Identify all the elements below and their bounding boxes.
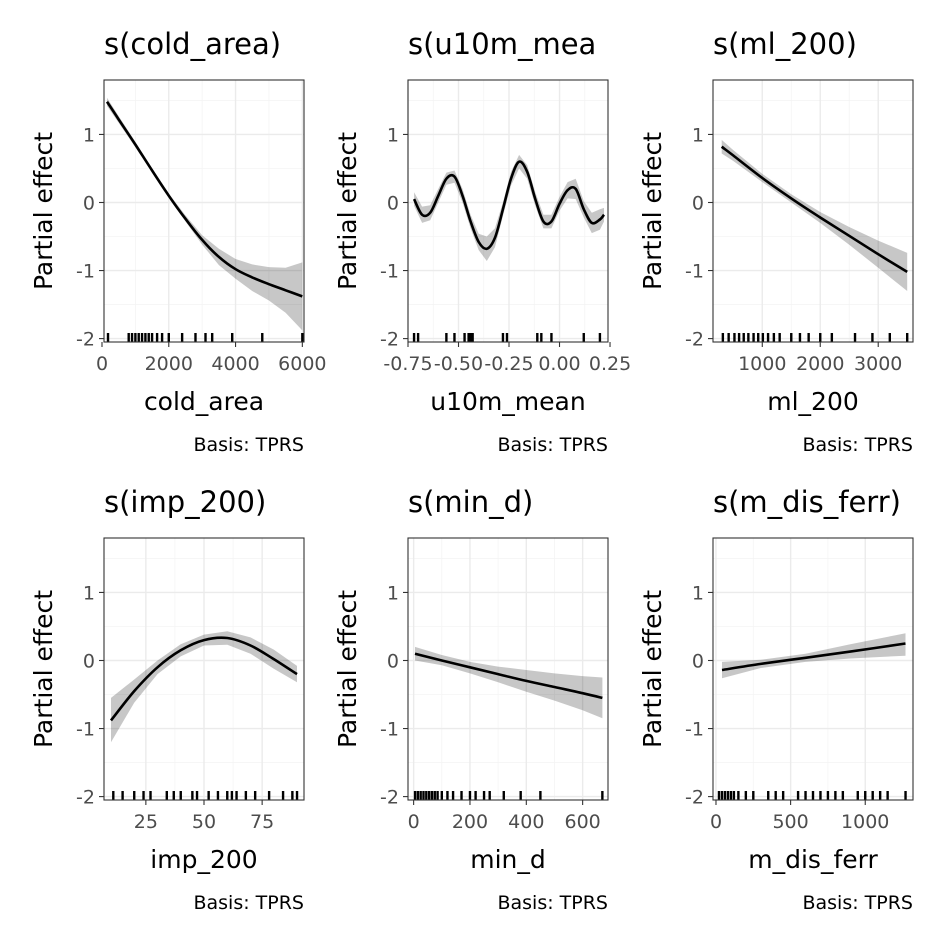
panel-title: s(imp_200) (104, 485, 266, 519)
y-tick-label: -2 (685, 787, 704, 809)
y-tick-label: 0 (692, 650, 704, 672)
y-tick-label: -2 (76, 329, 95, 351)
confidence-band (107, 97, 303, 331)
y-tick-label: 1 (83, 582, 95, 604)
x-tick-label: 1000 (738, 353, 786, 375)
confidence-band (415, 646, 603, 719)
panel-title: s(ml_200) (713, 27, 857, 61)
data-layer (109, 631, 299, 800)
panel-title: s(cold_area) (104, 27, 281, 61)
y-tick-label: -2 (76, 787, 95, 809)
x-tick-label: 200 (452, 811, 488, 833)
basis-caption: Basis: TPRS (497, 434, 608, 456)
x-tick-label: 3000 (854, 353, 902, 375)
panel-imp-200: -2 -1 0 1 25 50 75 s(imp_200) imp_200 Partial eff… (29, 485, 305, 914)
x-tick-label: 0.25 (589, 353, 631, 375)
panel-ml-200: -2 -1 0 1 1000 2000 3000 s(ml_200) ml_200 Partial… (638, 27, 914, 456)
basis-caption: Basis: TPRS (497, 892, 608, 914)
y-tick-label: 1 (387, 124, 399, 146)
x-tick-label: 600 (565, 811, 601, 833)
x-tick-label: 25 (134, 811, 158, 833)
panel-cold-area: -2 -1 0 1 0 2000 4000 6000 s(cold_area) cold_area… (29, 27, 327, 456)
y-tick-label: 0 (692, 192, 704, 214)
y-axis-title: Partial effect (333, 590, 362, 748)
panel-border (712, 537, 914, 801)
y-tick-label: -1 (380, 261, 399, 283)
panel-title: s(min_d) (408, 485, 533, 519)
y-tick-label: -1 (76, 719, 95, 741)
x-tick-label: -0.50 (434, 353, 483, 375)
x-tick-label: 0 (710, 811, 722, 833)
y-tick-label: 0 (83, 650, 95, 672)
x-tick-label: 1000 (841, 811, 889, 833)
y-tick-label: 0 (83, 192, 95, 214)
y-tick-label: 1 (692, 582, 704, 604)
x-tick-label: 0.00 (538, 353, 580, 375)
data-layer (717, 633, 907, 800)
x-tick-label: 0 (408, 811, 420, 833)
panel-border (712, 79, 914, 343)
fitted-line (412, 160, 606, 251)
y-tick-label: 1 (692, 124, 704, 146)
x-axis-title: u10m_mean (430, 387, 585, 416)
data-layer (105, 97, 304, 342)
y-tick-label: -1 (380, 719, 399, 741)
x-tick-label: 0 (96, 353, 108, 375)
basis-caption: Basis: TPRS (802, 434, 913, 456)
x-axis-title: ml_200 (767, 387, 859, 416)
fitted-line (720, 145, 908, 274)
x-axis-title: min_d (470, 845, 546, 874)
panel-title: s(m_dis_ferr) (713, 485, 901, 519)
y-axis-title: Partial effect (29, 132, 58, 290)
y-tick-label: -2 (685, 329, 704, 351)
x-tick-label: -0.25 (484, 353, 533, 375)
y-tick-label: -1 (685, 261, 704, 283)
x-axis-title: cold_area (144, 387, 264, 416)
y-axis-title: Partial effect (638, 590, 667, 748)
data-layer (413, 646, 604, 800)
basis-caption: Basis: TPRS (193, 892, 304, 914)
panel-m-dis-ferr: -2 -1 0 1 0 500 1000 s(m_dis_ferr) m_dis_ferr Par… (638, 485, 914, 914)
y-axis-title: Partial effect (29, 590, 58, 748)
panel-title: s(u10m_mea (408, 27, 596, 61)
y-tick-label: -2 (380, 329, 399, 351)
data-layer (412, 154, 606, 342)
data-layer (720, 139, 909, 342)
x-tick-label: 2000 (796, 353, 844, 375)
x-tick-label: -0.75 (383, 353, 432, 375)
x-tick-label: 50 (192, 811, 216, 833)
panel-min-d: -2 -1 0 1 0 200 400 600 s(min_d) min_d Partial eff… (333, 485, 609, 914)
y-tick-label: 0 (387, 192, 399, 214)
y-tick-label: 0 (387, 650, 399, 672)
x-axis-title: imp_200 (150, 845, 257, 874)
confidence-band (721, 139, 908, 291)
x-tick-label: 500 (772, 811, 808, 833)
fitted-line (109, 636, 298, 722)
x-tick-label: 75 (250, 811, 274, 833)
y-axis-title: Partial effect (333, 132, 362, 290)
x-tick-label: 4000 (211, 353, 259, 375)
y-tick-label: -1 (685, 719, 704, 741)
y-tick-label: -2 (380, 787, 399, 809)
fitted-line (105, 101, 303, 298)
x-tick-label: 400 (508, 811, 544, 833)
y-axis-title: Partial effect (638, 132, 667, 290)
x-tick-label: 2000 (145, 353, 193, 375)
basis-caption: Basis: TPRS (802, 892, 913, 914)
fitted-line (721, 642, 906, 672)
panel-u10m-mean: -2 -1 0 1 -0.75 -0.50 -0.25 0.00 0.25 s(u10m_meau… (333, 27, 631, 456)
x-tick-label: 6000 (278, 353, 326, 375)
panel-border (103, 79, 305, 343)
y-tick-label: 1 (83, 124, 95, 146)
fitted-line (414, 652, 603, 700)
x-axis-title: m_dis_ferr (748, 845, 878, 874)
basis-caption: Basis: TPRS (193, 434, 304, 456)
panel-border (407, 79, 609, 343)
y-tick-label: 1 (387, 582, 399, 604)
y-tick-label: -1 (76, 261, 95, 283)
panel-border (407, 537, 609, 801)
